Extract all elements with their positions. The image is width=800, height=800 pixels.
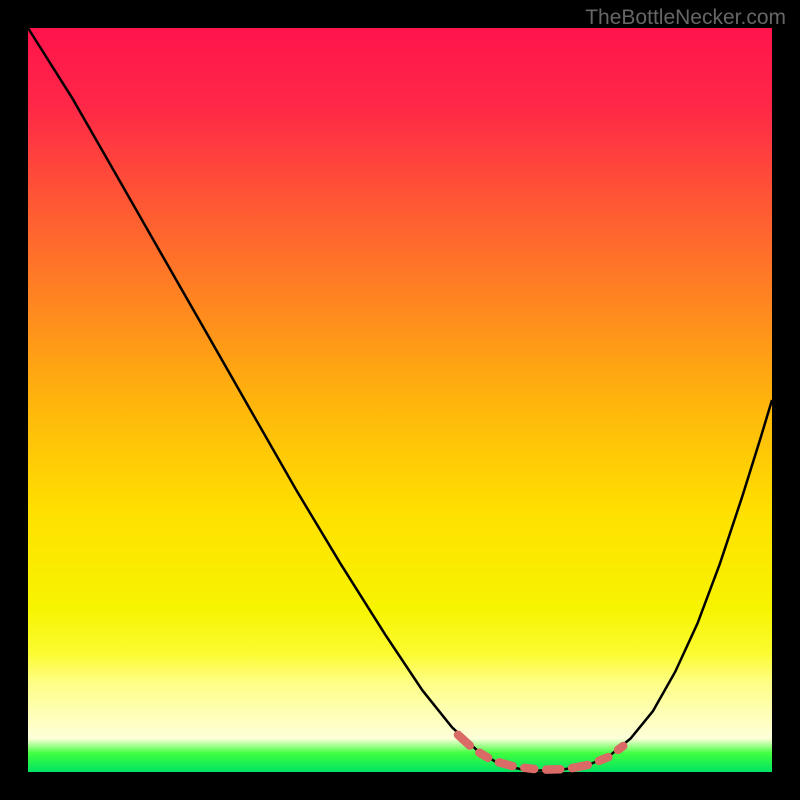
bottleneck-chart: TheBottleNecker.com [0,0,800,800]
attribution-label: TheBottleNecker.com [585,6,786,30]
gradient-plot-area [28,28,772,772]
chart-svg [0,0,800,800]
outer-frame: TheBottleNecker.com [0,0,800,800]
